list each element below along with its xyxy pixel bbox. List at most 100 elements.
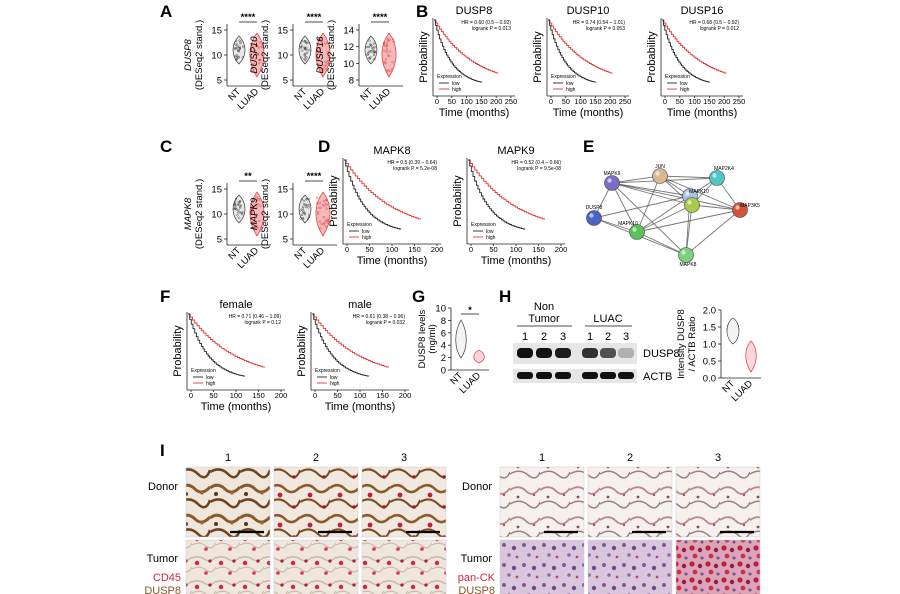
data-point-nt — [300, 198, 303, 201]
x-tick-label: 100 — [510, 245, 523, 254]
data-point-nt — [369, 43, 372, 46]
blot-band-dusp8 — [618, 348, 634, 358]
data-point-luad — [384, 45, 388, 48]
data-point-luad — [324, 63, 328, 66]
data-point-luad — [324, 60, 327, 63]
data-point-luad — [250, 68, 254, 71]
y-axis-gene-label: MAPK8 — [183, 197, 194, 230]
y-tick-label: 6 — [441, 328, 446, 339]
data-point-luad — [386, 70, 389, 73]
network-node-highlight — [687, 200, 692, 205]
x-axis-label: Time (months) — [439, 107, 510, 119]
data-point-nt — [370, 44, 373, 47]
network-node-highlight — [681, 250, 686, 255]
y-tick-label: 15 — [211, 26, 222, 37]
data-point-nt — [234, 207, 237, 210]
y-tick-label: 12 — [343, 42, 354, 53]
data-point-nt — [301, 49, 304, 52]
y-tick-label: 0.5 — [703, 357, 716, 368]
x-tick-label: 50 — [365, 245, 373, 254]
x-tick-label: 200 — [718, 97, 731, 106]
data-point-luad — [318, 65, 321, 68]
data-point-nt — [237, 49, 240, 53]
data-point-luad — [382, 44, 386, 47]
x-group-label: LUAD — [367, 86, 393, 112]
data-point-luad — [323, 204, 326, 207]
km-hr: HR = 0.61 (0.38 – 0.96) — [353, 314, 406, 320]
data-point-nt — [308, 215, 311, 219]
y-tick-label: 10 — [343, 59, 354, 70]
data-point-luad — [318, 47, 321, 50]
x-axis-label: Time (months) — [325, 401, 396, 413]
data-point-nt — [365, 45, 369, 49]
data-point-nt — [308, 49, 311, 52]
data-point-nt — [302, 217, 305, 221]
data-point-luad — [255, 51, 258, 55]
x-group-label: LUAD — [301, 245, 327, 271]
y-axis-gene-label: DUSP8 — [183, 38, 194, 70]
data-point-nt — [372, 51, 375, 54]
data-point-luad — [325, 199, 329, 202]
y-axis-gene-label: MAPK9 — [249, 197, 260, 230]
violin-luad — [315, 191, 331, 237]
data-point-nt — [373, 57, 376, 61]
data-point-luad — [257, 46, 261, 49]
x-tick-label: 200 — [399, 391, 412, 400]
data-point-luad — [390, 68, 394, 71]
data-point-nt — [306, 41, 309, 44]
data-point-luad — [260, 69, 263, 73]
data-point-nt — [241, 56, 244, 59]
km-title: male — [348, 299, 372, 311]
legend-high: high — [566, 87, 576, 93]
data-point-luad — [259, 204, 262, 207]
legend-high: high — [680, 87, 690, 93]
violin-nt — [726, 317, 740, 345]
x-tick-label: 100 — [354, 391, 367, 400]
data-point-nt — [299, 209, 302, 212]
network-node — [709, 170, 725, 186]
blot-band-dusp8 — [536, 348, 552, 358]
data-point-luad — [386, 44, 389, 48]
data-point-nt — [238, 199, 242, 203]
data-point-nt — [238, 39, 241, 42]
x-tick-label: 150 — [376, 391, 389, 400]
x-group-label: LUAD — [457, 370, 483, 396]
data-point-luad — [255, 214, 259, 217]
histology-image — [675, 466, 761, 538]
data-point-nt — [304, 58, 307, 61]
y-axis-unit-label: (DESeq2 stand.) — [260, 20, 271, 90]
data-point-nt — [240, 211, 243, 215]
data-point-nt — [234, 39, 238, 43]
network-edge — [611, 182, 691, 197]
data-point-nt — [234, 54, 237, 58]
group-label-tumor: Tumor — [528, 313, 560, 325]
data-point-luad — [319, 68, 323, 71]
x-group-label: LUAD — [235, 245, 261, 271]
data-point-luad — [255, 196, 258, 199]
data-point-luad — [322, 223, 325, 226]
legend-high: high — [206, 381, 216, 387]
panel-f-km-plots: female 0 50 100 150 200 Probability Time (month… — [172, 299, 411, 413]
significance-stars: **** — [307, 171, 322, 182]
lane-label: 1 — [587, 331, 593, 343]
data-point-nt — [373, 45, 376, 49]
data-point-luad — [319, 49, 322, 52]
data-point-nt — [234, 207, 237, 211]
x-group-label: LUAD — [235, 86, 261, 112]
histology-image — [587, 466, 673, 538]
legend-high: high — [486, 235, 496, 241]
data-point-luad — [386, 69, 389, 72]
data-point-nt — [300, 213, 304, 217]
data-point-nt — [305, 198, 308, 201]
panel-label-g: G — [412, 287, 425, 306]
legend-low: low — [452, 81, 460, 87]
data-point-luad — [326, 59, 329, 63]
violin-luad — [473, 349, 485, 364]
data-point-luad — [326, 218, 329, 221]
legend-title: Expression — [551, 74, 576, 80]
y-axis-label: Probability — [296, 325, 308, 377]
km-logrank: logrank P = 9.5e-08 — [517, 166, 561, 172]
legend-low: low — [330, 375, 338, 381]
blot-band-dusp8 — [600, 348, 616, 358]
data-point-nt — [300, 56, 303, 59]
